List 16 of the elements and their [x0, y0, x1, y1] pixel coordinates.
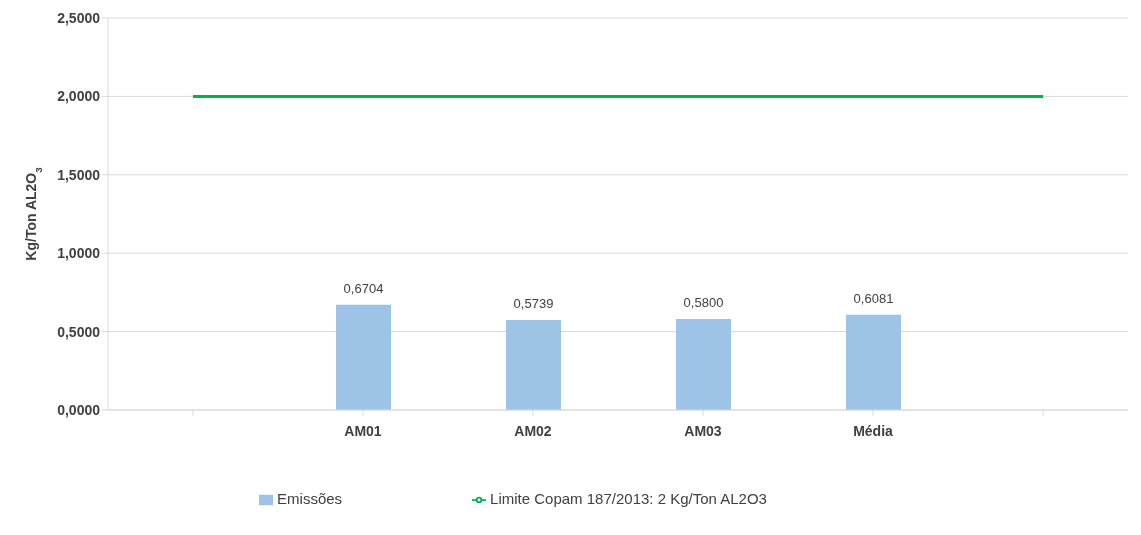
x-tick-label: AM01: [344, 422, 382, 439]
y-tick-label: 0,5000: [57, 323, 101, 340]
legend-label: Limite Copam 187/2013: 2 Kg/Ton AL2O3: [490, 489, 767, 507]
legend-label: Emissões: [277, 489, 343, 507]
data-label: 0,6704: [343, 280, 384, 296]
y-tick-label: 2,0000: [57, 88, 101, 105]
y-tick-label: 1,0000: [57, 245, 101, 262]
data-label: 0,5739: [513, 295, 554, 311]
data-label: 0,5800: [683, 295, 724, 311]
y-tick-label: 0,0000: [57, 401, 101, 418]
x-tick-label: AM03: [684, 422, 722, 439]
y-tick-label: 2,5000: [57, 9, 101, 26]
x-tick-label: Média: [853, 422, 894, 439]
data-label: 0,6081: [853, 290, 894, 306]
y-tick-label: 1,5000: [57, 166, 101, 183]
x-tick-label: AM02: [514, 422, 552, 439]
